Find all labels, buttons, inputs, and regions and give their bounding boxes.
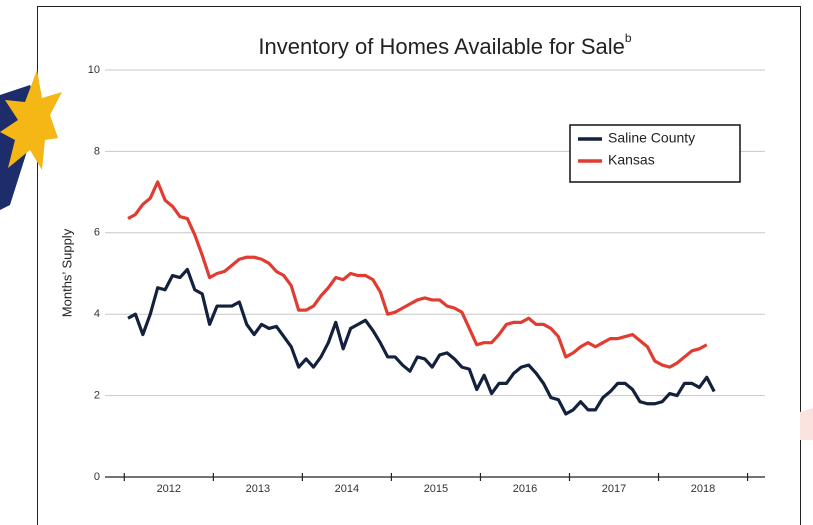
y-tick-label: 10 xyxy=(88,64,100,76)
frame xyxy=(37,6,801,525)
legend-box xyxy=(569,124,741,183)
x-tick-label: 2012 xyxy=(157,483,181,495)
y-tick-label: 2 xyxy=(94,390,100,402)
title-text: Inventory of Homes Available for Sale xyxy=(258,34,624,59)
x-tick-label: 2017 xyxy=(602,483,626,495)
series-line xyxy=(127,267,716,416)
x-tick-label: 2015 xyxy=(424,483,448,495)
y-axis-label: Months’ Supply xyxy=(59,228,74,317)
title-superscript: b xyxy=(625,31,632,45)
x-tick-label: 2018 xyxy=(691,483,715,495)
decoration xyxy=(0,70,813,440)
legend-label: Kansas xyxy=(608,152,655,168)
x-tick-label: 2014 xyxy=(335,483,359,495)
x-tick-label: 2013 xyxy=(246,483,270,495)
legend-label: Saline County xyxy=(608,130,695,146)
y-tick-label: 8 xyxy=(94,145,100,157)
y-tick-label: 6 xyxy=(94,227,100,239)
y-tick-label: 4 xyxy=(94,308,100,320)
x-tick-label: 2016 xyxy=(513,483,537,495)
chart-title: Inventory of Homes Available for Saleb xyxy=(258,31,631,59)
series-line xyxy=(127,180,708,369)
y-tick-label: 0 xyxy=(94,471,100,483)
